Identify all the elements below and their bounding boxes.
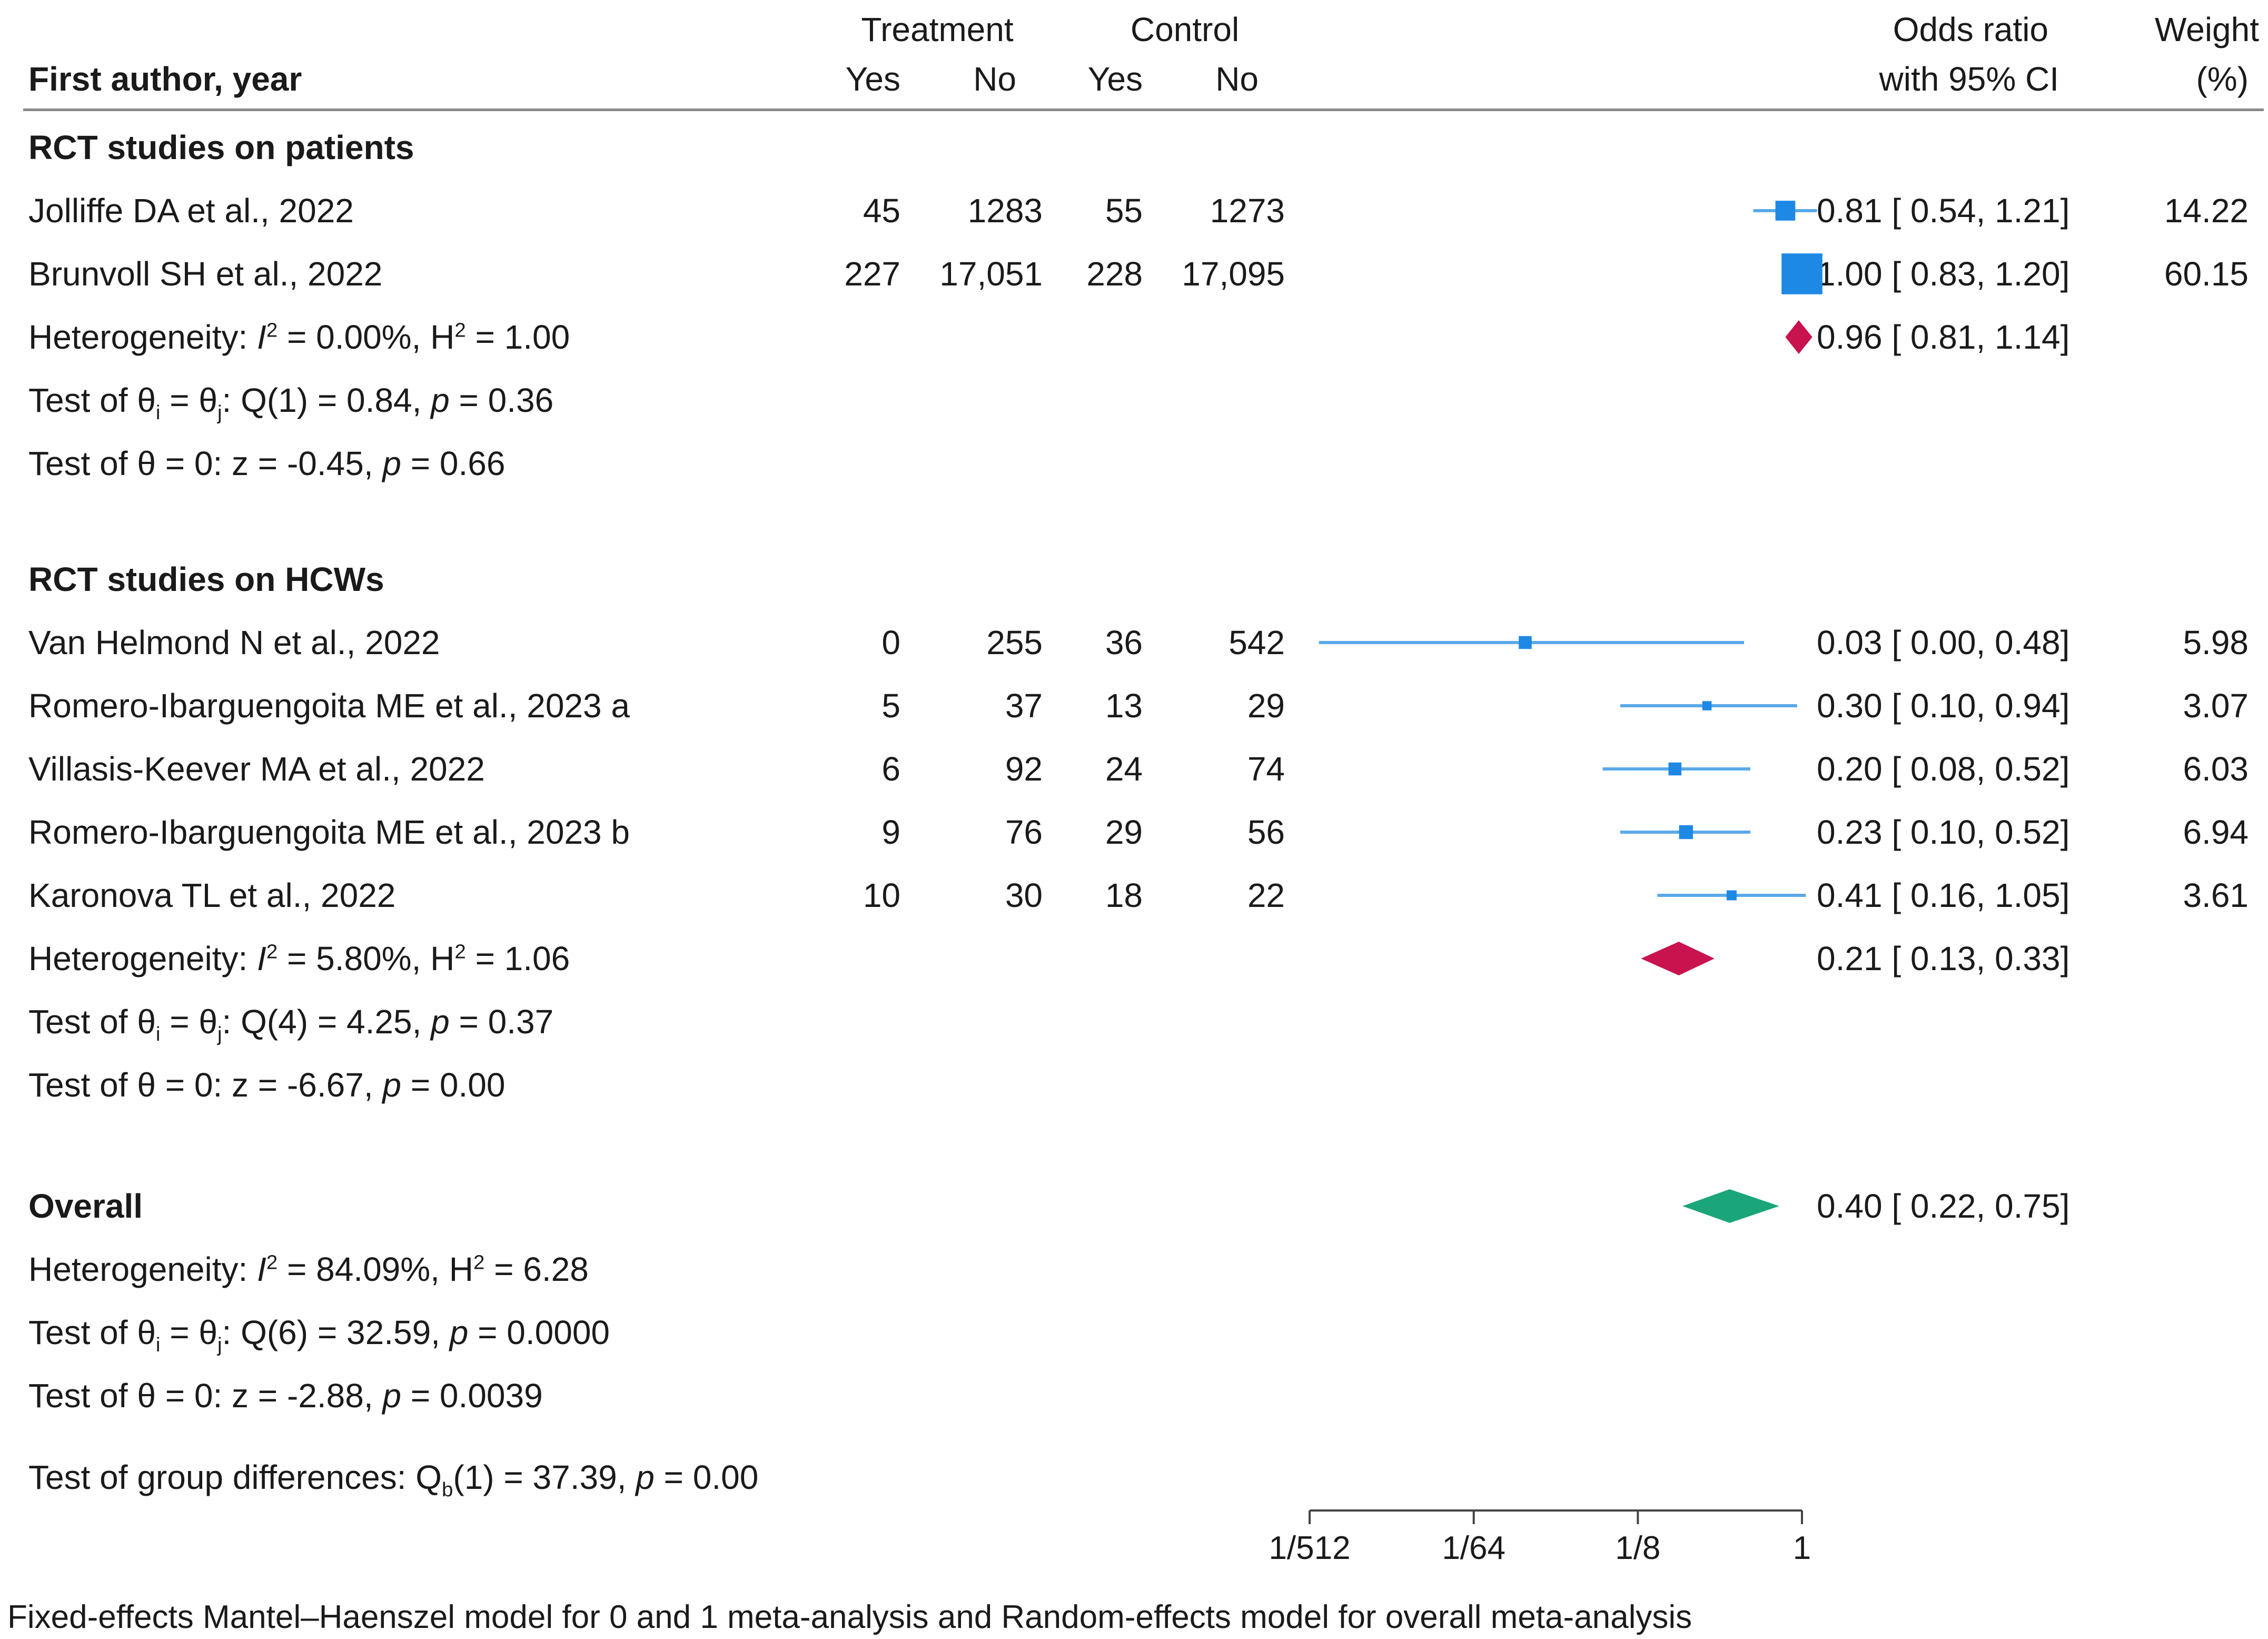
- control-header: Control: [1130, 11, 1240, 48]
- study-or-text: 1.00 [ 0.83, 1.20]: [1817, 255, 2070, 293]
- overall-or-text: 0.40 [ 0.22, 0.75]: [1817, 1187, 2070, 1225]
- x-tick-label: 1: [1793, 1530, 1811, 1566]
- study-author: Villasis-Keever MA et al., 2022: [28, 750, 485, 788]
- treatment-header: Treatment: [861, 11, 1014, 48]
- control-yes-cell: 228: [1086, 255, 1143, 293]
- control-yes-cell: 24: [1105, 750, 1143, 788]
- treatment-no-header: No: [973, 60, 1016, 98]
- pooled-diamond: [1682, 1189, 1779, 1223]
- treatment-yes-header: Yes: [845, 60, 900, 98]
- figure-caption: Fixed-effects Mantel–Haenszel model for …: [7, 1599, 1692, 1635]
- treatment-yes-cell: 10: [863, 876, 900, 914]
- control-yes-cell: 29: [1105, 813, 1143, 851]
- pooled-or-text: 0.96 [ 0.81, 1.14]: [1817, 318, 2070, 356]
- x-tick-label: 1/8: [1615, 1530, 1660, 1566]
- study-weight: 3.61: [2183, 876, 2249, 914]
- treatment-no-cell: 17,051: [939, 255, 1043, 293]
- pooled-diamond: [1641, 942, 1715, 975]
- group-q-test: Test of θi = θj: Q(1) = 0.84, p = 0.36: [28, 381, 554, 424]
- study-marker: [1702, 701, 1712, 710]
- control-no-cell: 17,095: [1182, 255, 1285, 293]
- study-author: Romero-Ibarguengoita ME et al., 2023 b: [28, 813, 630, 851]
- pooled-or-text: 0.21 [ 0.13, 0.33]: [1817, 940, 2070, 978]
- study-weight: 6.03: [2183, 750, 2249, 788]
- overall-label: Overall: [28, 1187, 143, 1225]
- study-marker: [1679, 825, 1693, 840]
- control-yes-cell: 55: [1105, 192, 1143, 230]
- control-no-cell: 56: [1247, 813, 1285, 851]
- control-yes-cell: 13: [1105, 687, 1143, 725]
- treatment-no-cell: 92: [1005, 750, 1043, 788]
- overall-heterogeneity: Heterogeneity: I2 = 84.09%, H2 = 6.28: [28, 1250, 589, 1288]
- study-author: Romero-Ibarguengoita ME et al., 2023 a: [28, 687, 630, 725]
- treatment-no-cell: 1283: [967, 192, 1043, 230]
- study-marker: [1668, 762, 1682, 776]
- study-author: Van Helmond N et al., 2022: [28, 624, 440, 661]
- study-marker: [1519, 636, 1532, 649]
- control-no-cell: 29: [1247, 687, 1285, 725]
- group-z-test: Test of θ = 0: z = -0.45, p = 0.66: [28, 445, 506, 482]
- study-marker: [1781, 253, 1823, 294]
- study-weight: 14.22: [2164, 192, 2249, 230]
- or-header-line1: Odds ratio: [1893, 11, 2048, 48]
- header-rule: [23, 108, 2264, 111]
- pooled-diamond: [1785, 320, 1813, 354]
- study-weight: 3.07: [2183, 687, 2249, 725]
- treatment-yes-cell: 5: [882, 687, 900, 725]
- study-weight: 6.94: [2183, 813, 2249, 851]
- study-or-text: 0.20 [ 0.08, 0.52]: [1817, 750, 2070, 788]
- study-or-text: 0.81 [ 0.54, 1.21]: [1817, 192, 2070, 230]
- control-yes-cell: 36: [1105, 624, 1143, 661]
- treatment-yes-cell: 0: [882, 624, 900, 661]
- group-heterogeneity: Heterogeneity: I2 = 0.00%, H2 = 1.00: [28, 318, 570, 356]
- x-tick-label: 1/512: [1269, 1530, 1350, 1566]
- group-label-patients: RCT studies on patients: [28, 129, 414, 166]
- study-author: Brunvoll SH et al., 2022: [28, 255, 383, 293]
- study-author: Karonova TL et al., 2022: [28, 876, 396, 914]
- treatment-yes-cell: 6: [882, 750, 900, 788]
- treatment-yes-cell: 227: [844, 255, 900, 293]
- treatment-yes-cell: 45: [863, 192, 900, 230]
- control-no-cell: 74: [1247, 750, 1285, 788]
- study-author: Jolliffe DA et al., 2022: [28, 192, 354, 230]
- weight-header-line2: (%): [2196, 60, 2249, 98]
- overall-q-test: Test of θi = θj: Q(6) = 32.59, p = 0.000…: [28, 1314, 610, 1356]
- group-label-hcws: RCT studies on HCWs: [28, 560, 384, 598]
- overall-z-test: Test of θ = 0: z = -2.88, p = 0.0039: [28, 1377, 543, 1415]
- study-or-text: 0.23 [ 0.10, 0.52]: [1817, 813, 2070, 851]
- treatment-no-cell: 37: [1005, 687, 1043, 725]
- control-yes-header: Yes: [1087, 60, 1143, 98]
- control-yes-cell: 18: [1105, 876, 1143, 914]
- study-or-text: 0.03 [ 0.00, 0.48]: [1817, 624, 2070, 661]
- or-header-line2: with 95% CI: [1879, 60, 2059, 98]
- treatment-no-cell: 30: [1005, 876, 1043, 914]
- group-differences-test: Test of group differences: Qb(1) = 37.39…: [28, 1458, 759, 1501]
- control-no-cell: 22: [1247, 876, 1285, 914]
- treatment-yes-cell: 9: [882, 813, 900, 851]
- study-marker: [1726, 890, 1737, 901]
- group-heterogeneity: Heterogeneity: I2 = 5.80%, H2 = 1.06: [28, 940, 570, 978]
- treatment-no-cell: 76: [1005, 813, 1043, 851]
- study-weight: 5.98: [2183, 624, 2249, 661]
- study-or-text: 0.41 [ 0.16, 1.05]: [1817, 876, 2070, 914]
- group-q-test: Test of θi = θj: Q(4) = 4.25, p = 0.37: [28, 1003, 554, 1045]
- study-weight: 60.15: [2164, 255, 2249, 293]
- group-z-test: Test of θ = 0: z = -6.67, p = 0.00: [28, 1066, 506, 1104]
- treatment-no-cell: 255: [986, 624, 1043, 661]
- study-or-text: 0.30 [ 0.10, 0.94]: [1817, 687, 2070, 725]
- control-no-cell: 542: [1229, 624, 1285, 661]
- weight-header-line1: Weight: [2154, 11, 2259, 48]
- control-no-cell: 1273: [1210, 192, 1285, 230]
- author-col-header: First author, year: [28, 60, 302, 98]
- x-tick-label: 1/64: [1442, 1530, 1506, 1566]
- control-no-header: No: [1215, 60, 1259, 98]
- study-marker: [1775, 201, 1796, 221]
